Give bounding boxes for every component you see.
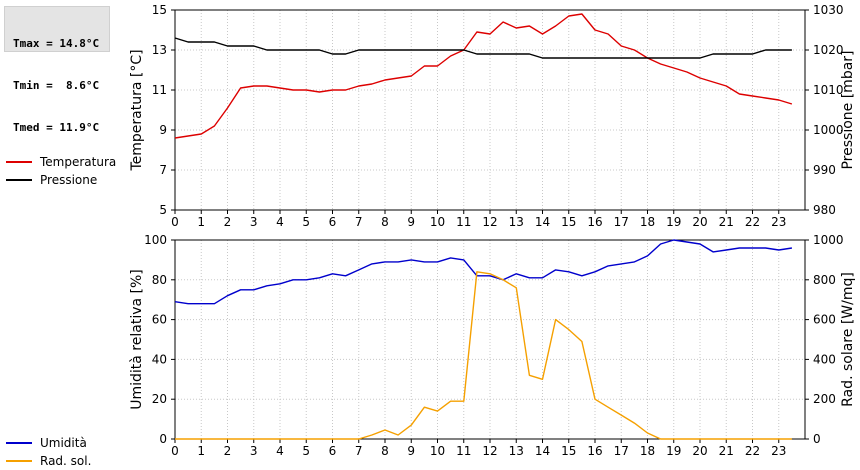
chart2-ytick-right-label: 800: [813, 273, 836, 287]
chart2-ytick-left-label: 60: [152, 313, 167, 327]
chart2-ytick-right-label: 0: [813, 432, 821, 446]
chart2-ytick-left-label: 0: [159, 432, 167, 446]
chart1-xtick-label: 21: [719, 215, 734, 229]
stat-tmax: Tmax = 14.8°C: [13, 37, 100, 50]
chart2-ylabel-right: Rad. solare [W/mq]: [840, 272, 856, 407]
chart1-xtick-label: 6: [329, 215, 337, 229]
chart1-ytick-left-label: 5: [159, 203, 167, 217]
chart2-series-umidit: [174, 239, 793, 305]
chart1-xtick-label: 1: [197, 215, 205, 229]
chart1-ytick-right-label: 980: [813, 203, 836, 217]
stat-tmed: Tmed = 11.9°C: [13, 121, 100, 134]
chart2-xtick-label: 12: [482, 444, 497, 458]
chart1-xtick-label: 14: [535, 215, 550, 229]
chart2-ytick-right-label: 1000: [813, 233, 844, 247]
chart1-ylabel-right: Pressione [mbar]: [840, 50, 856, 169]
chart1-xtick-label: 10: [430, 215, 445, 229]
chart2-xtick-label: 14: [535, 444, 550, 458]
chart2-xtick-label: 7: [355, 444, 363, 458]
chart2-xtick-label: 4: [276, 444, 284, 458]
legend-label-umidita: Umidità: [40, 436, 87, 450]
chart2-ytick-left-label: 100: [144, 233, 167, 247]
chart1-ylabel-left: Temperatura [°C]: [129, 49, 145, 171]
chart1-xtick-label: 17: [614, 215, 629, 229]
chart2-xtick-label: 22: [745, 444, 760, 458]
chart1-xtick-label: 5: [302, 215, 310, 229]
chart1-xtick-label: 2: [224, 215, 232, 229]
chart1-series-temperatura: [174, 13, 793, 139]
chart1-series-pressione: [174, 37, 792, 59]
legend-label-pressione: Pressione: [40, 173, 98, 187]
legend-label-radsol: Rad. sol.: [40, 454, 92, 468]
chart1-xtick-label: 8: [381, 215, 389, 229]
chart1-xtick-label: 16: [587, 215, 602, 229]
chart2-xtick-label: 3: [250, 444, 258, 458]
legend-item-umidita: Umidità: [6, 434, 91, 452]
chart2-xtick-label: 21: [719, 444, 734, 458]
chart2-xtick-label: 9: [407, 444, 415, 458]
chart2-ytick-right-label: 200: [813, 392, 836, 406]
chart1-xtick-label: 22: [745, 215, 760, 229]
chart2-series-rad-sol: [175, 271, 792, 440]
chart1-ytick-left-label: 13: [152, 43, 167, 57]
chart1-xtick-label: 11: [456, 215, 471, 229]
chart1-xtick-label: 19: [666, 215, 681, 229]
chart2-xtick-label: 6: [329, 444, 337, 458]
chart2-ytick-left-label: 20: [152, 392, 167, 406]
chart1-xtick-label: 13: [509, 215, 524, 229]
chart2-ylabel-left: Umidità relativa [%]: [129, 269, 145, 410]
stat-tmin: Tmin = 8.6°C: [13, 79, 100, 92]
chart2-xtick-label: 13: [509, 444, 524, 458]
legend-bottom: Umidità Rad. sol.: [6, 434, 91, 470]
chart2-xtick-label: 8: [381, 444, 389, 458]
chart1-xtick-label: 7: [355, 215, 363, 229]
legend-label-temperatura: Temperatura: [40, 155, 117, 169]
chart2-ytick-right-label: 600: [813, 313, 836, 327]
chart1-ytick-right-label: 1010: [813, 83, 844, 97]
chart2-xtick-label: 10: [430, 444, 445, 458]
chart1-ytick-right-label: 1030: [813, 3, 844, 17]
chart2-ytick-right-label: 400: [813, 352, 836, 366]
chart2-xtick-label: 11: [456, 444, 471, 458]
chart1-ytick-left-label: 15: [152, 3, 167, 17]
chart2-xtick-label: 17: [614, 444, 629, 458]
legend-item-pressione: Pressione: [6, 171, 116, 189]
chart1-xtick-label: 12: [482, 215, 497, 229]
chart1-ytick-left-label: 7: [159, 163, 167, 177]
chart2-ytick-left-label: 40: [152, 352, 167, 366]
chart2-xtick-label: 1: [197, 444, 205, 458]
chart1-ytick-right-label: 1020: [813, 43, 844, 57]
chart1-xtick-label: 18: [640, 215, 655, 229]
chart2-xtick-label: 20: [692, 444, 707, 458]
legend-swatch-radsol: [6, 460, 32, 462]
chart1-ytick-right-label: 1000: [813, 123, 844, 137]
chart2-xtick-label: 19: [666, 444, 681, 458]
chart2-xtick-label: 23: [771, 444, 786, 458]
legend-item-temperatura: Temperatura: [6, 153, 116, 171]
chart1-xtick-label: 9: [407, 215, 415, 229]
chart1-ytick-left-label: 9: [159, 123, 167, 137]
chart1-xtick-label: 23: [771, 215, 786, 229]
legend-top: Temperatura Pressione: [6, 153, 116, 189]
chart-canvas: 0 1 2 3 4 5 6 7 8 9 10 11 12 13 14 15 16 17 18 19 20 21 22 2357…: [129, 3, 856, 458]
legend-swatch-temperatura: [6, 161, 32, 163]
chart1-ytick-right-label: 990: [813, 163, 836, 177]
chart1-xtick-label: 3: [250, 215, 258, 229]
chart2-xtick-label: 2: [224, 444, 232, 458]
chart2-xtick-label: 5: [302, 444, 310, 458]
chart1-xtick-label: 20: [692, 215, 707, 229]
chart2-xtick-label: 15: [561, 444, 576, 458]
chart2-ytick-left-label: 80: [152, 273, 167, 287]
chart2-xtick-label: 0: [171, 444, 179, 458]
chart1-ytick-left-label: 11: [152, 83, 167, 97]
stats-box: Tmax = 14.8°C Tmin = 8.6°C Tmed = 11.9°C: [4, 6, 110, 134]
chart1-xtick-label: 0: [171, 215, 179, 229]
legend-item-radsol: Rad. sol.: [6, 452, 91, 470]
chart1-xtick-label: 4: [276, 215, 284, 229]
chart2-xtick-label: 18: [640, 444, 655, 458]
legend-swatch-pressione: [6, 179, 32, 181]
chart2-xtick-label: 16: [587, 444, 602, 458]
legend-swatch-umidita: [6, 442, 32, 444]
chart1-xtick-label: 15: [561, 215, 576, 229]
